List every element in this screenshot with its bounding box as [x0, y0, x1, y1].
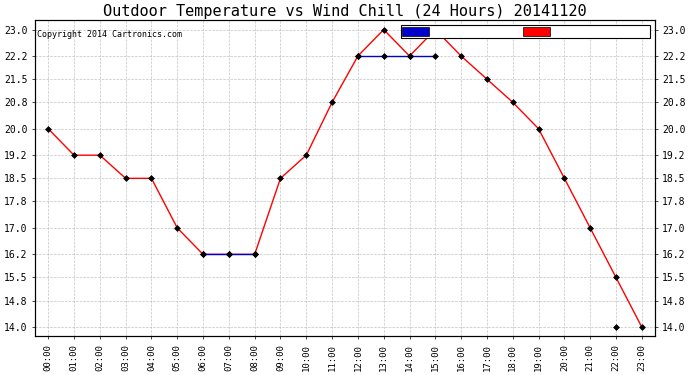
Text: Copyright 2014 Cartronics.com: Copyright 2014 Cartronics.com — [37, 30, 181, 39]
Title: Outdoor Temperature vs Wind Chill (24 Hours) 20141120: Outdoor Temperature vs Wind Chill (24 Ho… — [104, 4, 586, 19]
Legend: Wind Chill  (°F), Temperature  (°F): Wind Chill (°F), Temperature (°F) — [401, 25, 650, 38]
